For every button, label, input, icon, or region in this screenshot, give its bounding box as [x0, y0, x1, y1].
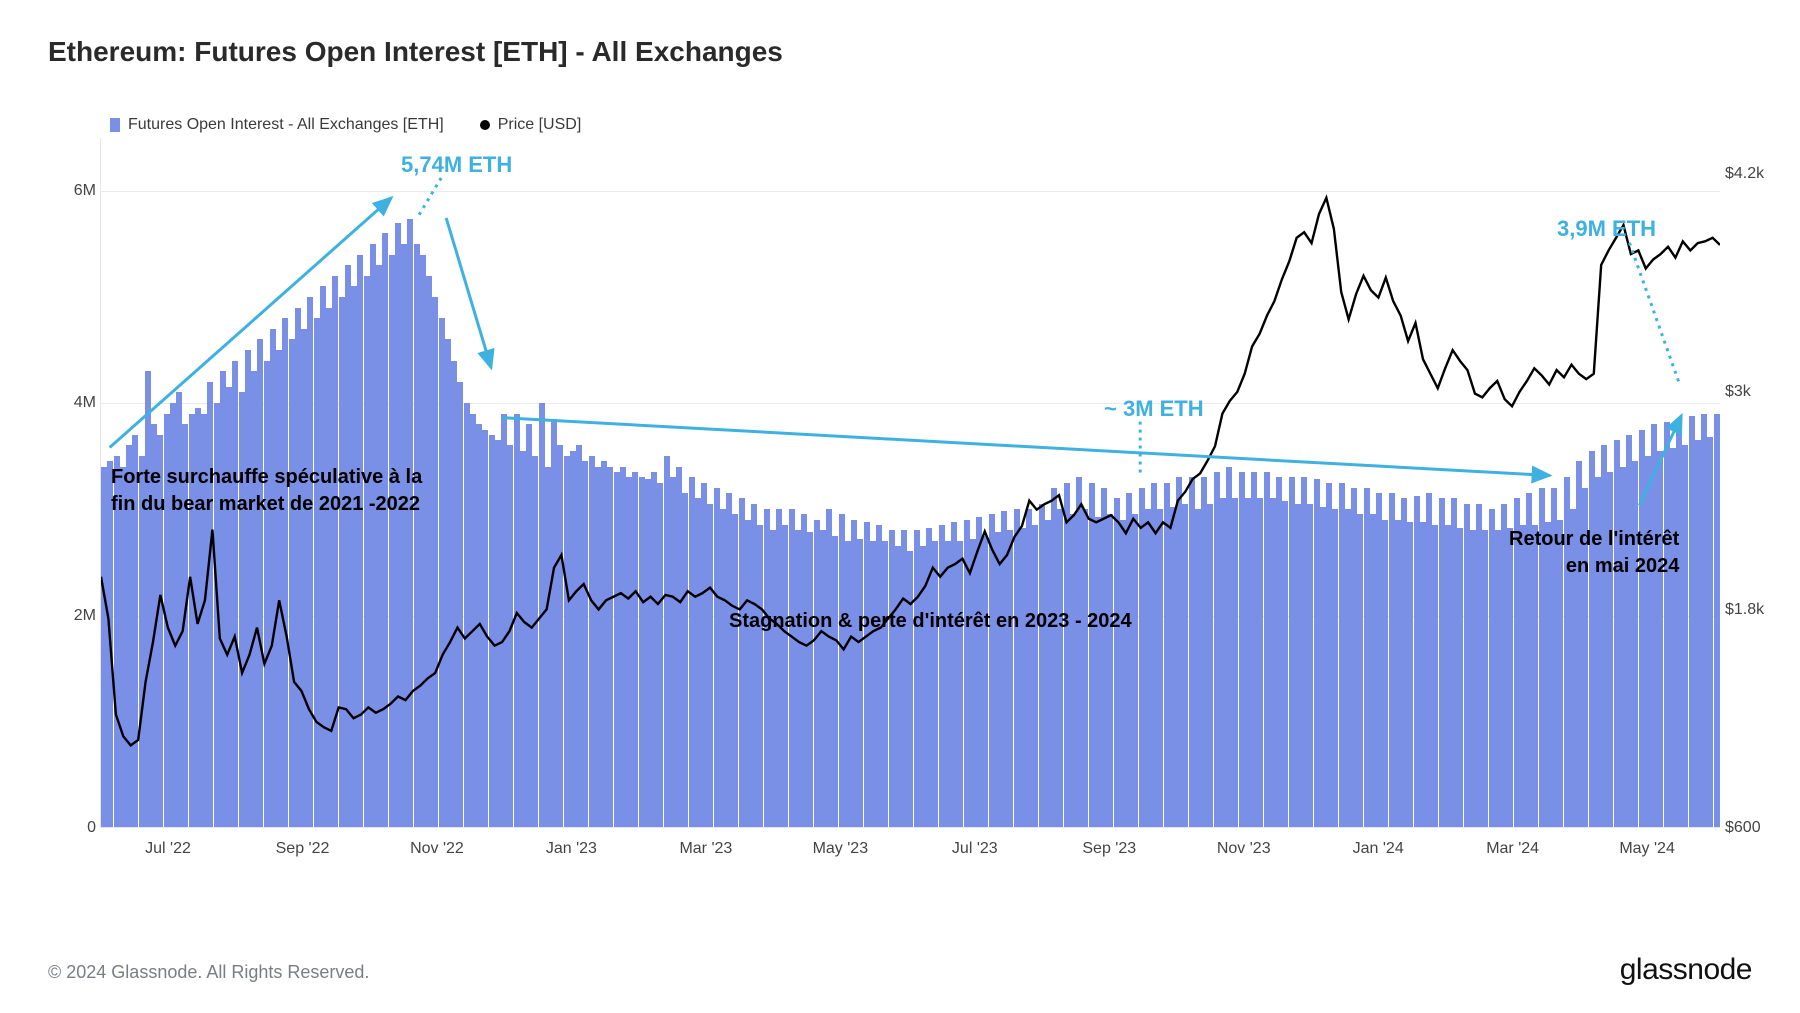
legend-label-oi: Futures Open Interest - All Exchanges [E… [128, 116, 444, 134]
x-tick: Sep '23 [1082, 840, 1136, 858]
x-tick: Mar '24 [1486, 840, 1539, 858]
legend: Futures Open Interest - All Exchanges [E… [110, 116, 581, 134]
y-axis-left: 02M4M6M [48, 138, 96, 828]
x-tick: Jul '23 [952, 840, 998, 858]
y-right-tick: $1.8k [1725, 601, 1785, 619]
annotation-1: Forte surchauffe spéculative à la fin du… [111, 464, 422, 518]
legend-item-price: Price [USD] [480, 116, 582, 134]
callout-mid: ~ 3M ETH [1104, 396, 1204, 422]
y-right-tick: $600 [1725, 819, 1785, 837]
y-left-tick: 2M [48, 607, 96, 625]
y-left-tick: 0 [48, 819, 96, 837]
x-tick: May '24 [1619, 840, 1675, 858]
annotation-1-l1: Forte surchauffe spéculative à la [111, 464, 422, 491]
x-tick: May '23 [813, 840, 869, 858]
y-axis-right: $600$1.8k$3k$4.2k [1725, 138, 1785, 828]
legend-swatch-dot [480, 120, 490, 130]
x-tick: Mar '23 [679, 840, 732, 858]
x-axis: Jul '22 Sep '22 Nov '22 Jan '23 Mar '23 May '… [100, 832, 1720, 862]
x-tick: Sep '22 [276, 840, 330, 858]
x-tick: Nov '23 [1217, 840, 1271, 858]
annotation-3-l2: en mai 2024 [1509, 553, 1679, 580]
brand-logo: glassnode [1620, 953, 1752, 987]
y-right-tick: $3k [1725, 383, 1785, 401]
y-left-tick: 4M [48, 394, 96, 412]
x-tick: Jan '23 [546, 840, 597, 858]
legend-swatch-bar [110, 118, 120, 132]
chart-title: Ethereum: Futures Open Interest [ETH] - … [48, 36, 783, 68]
callout-peak2: 3,9M ETH [1557, 216, 1656, 242]
annotation-1-l2: fin du bear market de 2021 -2022 [111, 491, 422, 518]
legend-label-price: Price [USD] [498, 116, 582, 134]
annotation-2: Stagnation & perte d'intérêt en 2023 - 2… [729, 608, 1132, 635]
annotation-3-l1: Retour de l'intérêt [1509, 526, 1679, 553]
x-tick: Jan '24 [1353, 840, 1404, 858]
footer-copyright: © 2024 Glassnode. All Rights Reserved. [48, 962, 369, 983]
x-tick: Jul '22 [145, 840, 191, 858]
chart-plot-area: 5,74M ETH ~ 3M ETH 3,9M ETH Forte surcha… [100, 138, 1720, 828]
y-left-tick: 6M [48, 182, 96, 200]
annotation-3: Retour de l'intérêt en mai 2024 [1509, 526, 1679, 580]
legend-item-oi: Futures Open Interest - All Exchanges [E… [110, 116, 444, 134]
y-right-tick: $4.2k [1725, 165, 1785, 183]
x-tick: Nov '22 [410, 840, 464, 858]
callout-peak1: 5,74M ETH [401, 152, 512, 178]
